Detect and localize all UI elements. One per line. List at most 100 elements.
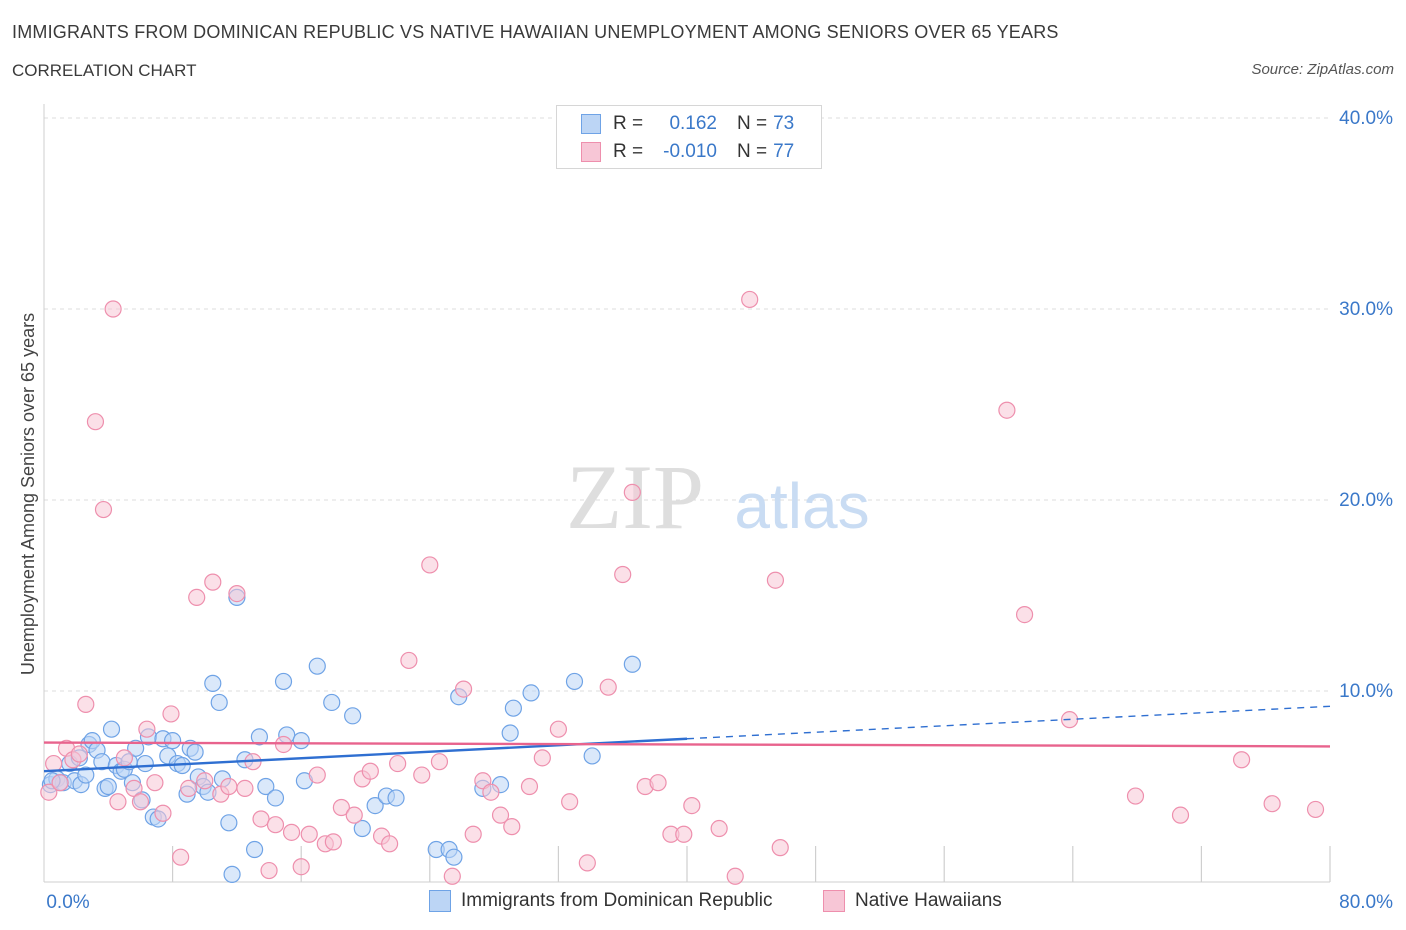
dominican-point [186, 743, 204, 761]
axes [43, 104, 1331, 883]
native-hawaiian-point [1232, 751, 1251, 769]
native-hawaiian-point [741, 290, 759, 309]
dominican-point [164, 732, 182, 750]
native-hawaiian-point [260, 861, 278, 880]
trend-lines [43, 705, 1331, 773]
dominican-point [223, 865, 241, 883]
dominican-point [99, 777, 117, 796]
native-hawaiian-point [70, 745, 88, 763]
legend-item-native-hawaiians: Native Hawaiians [823, 888, 1002, 914]
dominican-point [501, 724, 519, 742]
native-hawaiian-point [252, 810, 270, 828]
legend-label: Immigrants from Dominican Republic [461, 890, 773, 911]
dominican-point [504, 699, 522, 717]
native-hawaiian-point [196, 772, 214, 790]
native-hawaiian-point [104, 300, 122, 318]
native-hawaiian-point [266, 816, 285, 834]
dominican-point [274, 672, 293, 691]
native-hawaiian-point [503, 818, 521, 836]
native-hawaiian-point [332, 798, 350, 817]
native-hawaiian-point [115, 749, 133, 767]
native-hawaiian-point [520, 777, 539, 796]
native-hawaiian-trend-line [43, 741, 1331, 748]
native-hawaiian-point [86, 413, 105, 431]
data-points [40, 290, 1325, 885]
native-hawaiian-point [51, 774, 69, 792]
native-hawaiian-point [1306, 800, 1325, 819]
native-hawaiian-point [683, 796, 701, 815]
native-hawaiian-point [421, 556, 439, 574]
native-hawaiian-point [430, 753, 449, 771]
native-hawaiian-point [361, 762, 379, 780]
dominican-point [220, 814, 238, 832]
native-hawaiian-point [94, 500, 113, 519]
native-hawaiian-point [77, 695, 95, 713]
dominican-point [353, 819, 371, 838]
native-hawaiian-point [464, 825, 482, 843]
native-hawaiian-point [172, 848, 190, 866]
dominican-point [344, 707, 362, 725]
native-hawaiian-point [204, 573, 222, 591]
dominican-point [292, 732, 310, 750]
dominican-point [136, 754, 154, 773]
native-hawaiian-point [40, 783, 58, 801]
y-tick-label: 40.0% [1339, 108, 1393, 129]
r-value: 0.162 [669, 113, 717, 134]
native-hawaiian-point [614, 565, 632, 584]
native-hawaiian-point [1171, 806, 1190, 824]
dominican-point [565, 672, 584, 691]
dominican-point [102, 720, 121, 738]
dominican-point [266, 789, 285, 807]
native-hawaiian-point [188, 588, 206, 607]
native-hawaiian-point [1263, 795, 1281, 813]
native-hawaiian-point [599, 678, 617, 696]
native-hawaiian-point [282, 823, 301, 841]
native-hawaiian-point [162, 705, 180, 723]
native-hawaiian-point [389, 754, 407, 773]
dominican-point [583, 747, 601, 765]
native-hawaiian-point [549, 720, 568, 738]
n-value: 77 [773, 141, 795, 162]
native-hawaiian-point [766, 571, 785, 589]
native-hawaiian-point [131, 793, 150, 811]
native-hawaiian-point [454, 680, 473, 698]
tick-labels: 10.0% 20.0% 30.0% 40.0% 0.0% 80.0% [46, 108, 1393, 913]
native-hawaiian-point [228, 584, 246, 603]
r-label: R = [613, 141, 644, 162]
watermark-atlas: atlas [734, 470, 869, 542]
dominican-point [250, 728, 269, 746]
r-value: -0.010 [663, 141, 717, 162]
x-tick-label: 0.0% [46, 892, 89, 913]
native-hawaiian-point [1126, 787, 1145, 805]
native-hawaiian-point [300, 825, 318, 843]
blue-swatch [429, 890, 451, 912]
native-hawaiian-point [220, 777, 238, 796]
r-label: R = [613, 113, 644, 134]
dominican-point [245, 840, 264, 859]
legend-row-series1: R = 0.162 N = 73 [581, 112, 794, 136]
legend-item-dominican: Immigrants from Dominican Republic [429, 888, 773, 914]
dominican-point [77, 766, 95, 784]
source-label: Source: ZipAtlas.com [1251, 61, 1394, 78]
native-hawaiian-point [771, 839, 789, 857]
dominican-point [204, 674, 222, 692]
chart-title: IMMIGRANTS FROM DOMINICAN REPUBLIC VS NA… [12, 22, 1059, 42]
legend-row-series2: R = -0.010 N = 77 [581, 140, 794, 164]
pink-swatch [823, 890, 845, 912]
native-hawaiian-point [381, 835, 399, 853]
native-hawaiian-point [138, 720, 156, 738]
dominican-point [210, 693, 228, 712]
dominican-point [387, 789, 405, 807]
native-hawaiian-point [400, 651, 418, 670]
dominican-point [127, 739, 145, 757]
native-hawaiian-point [491, 806, 510, 824]
dominican-point [623, 655, 641, 673]
dominican-point [522, 684, 540, 702]
y-tick-label: 20.0% [1339, 490, 1393, 511]
native-hawaiian-point [236, 779, 254, 798]
y-tick-label: 30.0% [1339, 299, 1393, 320]
native-hawaiian-point [623, 483, 641, 501]
stats-legend: R = 0.162 N = 73 R = -0.010 N = 77 [556, 105, 822, 169]
native-hawaiian-point [413, 766, 431, 784]
